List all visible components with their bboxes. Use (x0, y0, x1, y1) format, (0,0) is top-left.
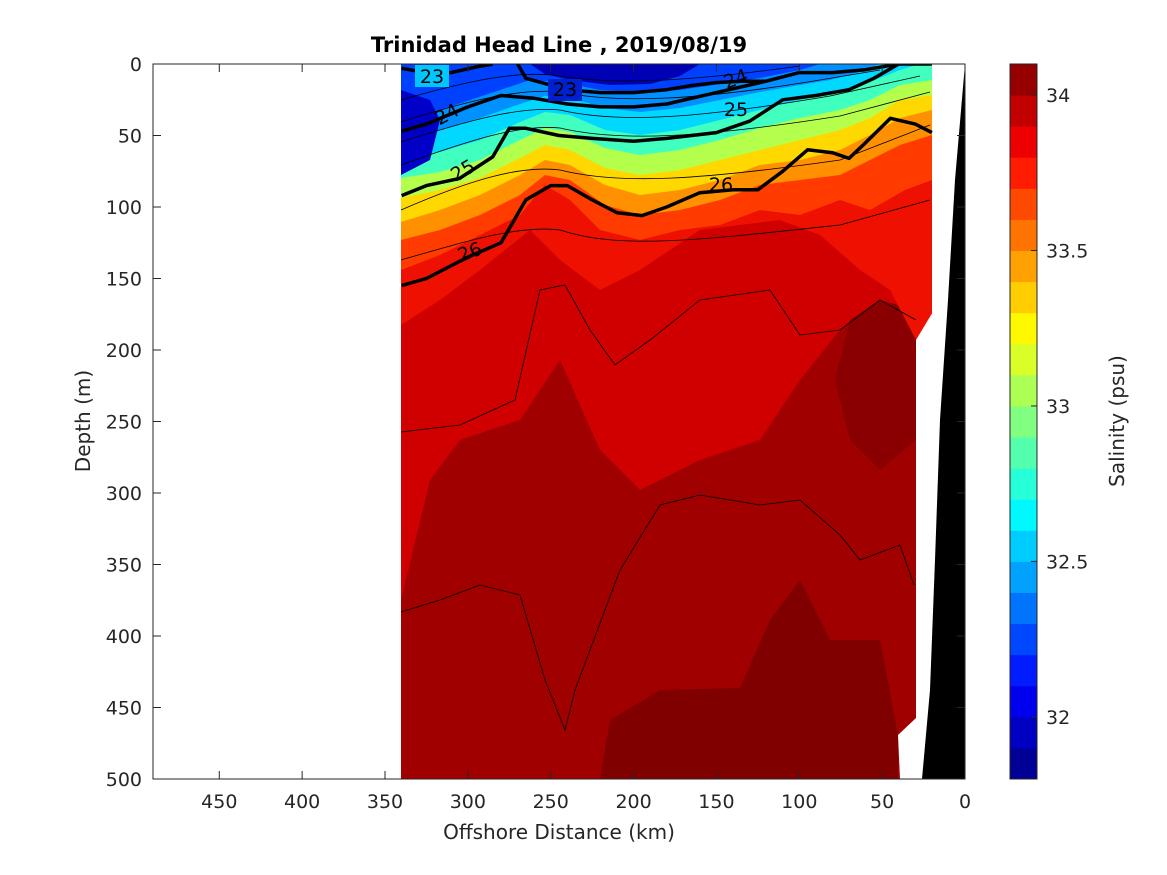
y-axis-label: Depth (m) (71, 370, 95, 472)
colorbar-swatch (1010, 623, 1037, 656)
colorbar-swatch (1010, 95, 1037, 127)
x-tick-label: 50 (870, 791, 894, 813)
y-tick-label: 500 (106, 769, 142, 791)
colorbar-swatch (1010, 530, 1037, 562)
x-tick-label: 250 (533, 791, 569, 813)
contour-label-25-east: 25 (724, 99, 748, 121)
salinity-band-34.0-deep (600, 580, 898, 779)
bathymetry-slope (922, 64, 965, 779)
colorbar-swatch (1010, 281, 1037, 314)
colorbar-swatch (1010, 374, 1037, 407)
x-tick-label: 300 (450, 791, 486, 813)
density-contours (400, 64, 933, 288)
colorbar-swatch (1010, 747, 1037, 780)
colorbar-tick-label: 34 (1046, 85, 1070, 107)
colorbar-swatch (1010, 468, 1037, 500)
colorbar-swatch (1010, 654, 1037, 687)
x-tick-label: 100 (781, 791, 817, 813)
x-tick-label: 450 (201, 791, 237, 813)
y-axis: 0 50 100 150 200 250 300 350 400 450 500 (106, 54, 965, 791)
salinity-band-34.0-shelf (835, 300, 916, 470)
x-tick-label: 0 (959, 791, 971, 813)
colorbar-swatch (1010, 685, 1037, 718)
colorbar-ticks: 32 32.5 33 33.5 34 (1031, 85, 1088, 729)
colorbar-swatch (1010, 405, 1037, 438)
contour-label-26-east: 26 (709, 174, 733, 196)
y-tick-label: 200 (106, 340, 142, 362)
colorbar-swatch (1010, 437, 1037, 469)
shelf-blank-gap (898, 64, 965, 779)
colorbar (1010, 64, 1037, 780)
x-tick-label: 350 (367, 791, 403, 813)
contour-label-bg (548, 79, 582, 101)
colorbar-swatch (1010, 561, 1037, 593)
colorbar-swatch (1010, 592, 1037, 625)
x-axis: 450 400 350 300 250 200 150 100 50 0 (201, 64, 971, 813)
colorbar-swatch (1010, 312, 1037, 345)
colorbar-swatch (1010, 716, 1037, 749)
colorbar-frame (1009, 63, 1038, 780)
colorbar-label: Salinity (psu) (1105, 355, 1129, 487)
colorbar-swatch (1010, 188, 1037, 220)
colorbar-tick-label: 32 (1046, 707, 1070, 729)
y-tick-label: 450 (106, 698, 142, 720)
y-tick-label: 400 (106, 626, 142, 648)
density-contour-26-4 (401, 116, 933, 288)
x-tick-label: 400 (284, 791, 320, 813)
colorbar-swatch (1010, 250, 1037, 283)
salinity-band-32.2 (401, 64, 820, 115)
contour-label-23-east: 23 (553, 79, 577, 101)
x-tick-label: 200 (615, 791, 651, 813)
colorbar-swatch (1010, 219, 1037, 252)
colorbar-tick-label: 33.5 (1046, 241, 1088, 263)
colorbar-swatch (1010, 343, 1037, 376)
x-axis-label: Offshore Distance (km) (443, 820, 675, 844)
x-tick-label: 150 (698, 791, 734, 813)
chart-title: Trinidad Head Line , 2019/08/19 (371, 33, 747, 57)
contour-label-bg (415, 65, 449, 87)
salinity-band-32.0-west (401, 90, 440, 175)
colorbar-tick-label: 32.5 (1046, 551, 1088, 573)
contour-label-23-west: 23 (420, 66, 444, 88)
section-field (400, 64, 965, 779)
y-tick-label: 100 (106, 197, 142, 219)
colorbar-swatch (1010, 157, 1037, 189)
y-tick-label: 50 (118, 126, 142, 148)
salinity-isolines (400, 65, 931, 732)
density-contour-25-3 (400, 64, 932, 198)
y-tick-label: 350 (106, 555, 142, 577)
y-tick-label: 300 (106, 483, 142, 505)
density-contour-24-2 (401, 64, 899, 133)
colorbar-tick-label: 33 (1046, 396, 1070, 418)
colorbar-swatch (1010, 64, 1037, 96)
y-tick-label: 150 (106, 269, 142, 291)
y-tick-label: 0 (130, 54, 142, 76)
colorbar-swatch (1010, 499, 1037, 531)
density-contour-23-1 (516, 64, 767, 95)
colorbar-swatch (1010, 126, 1037, 158)
y-tick-label: 250 (106, 412, 142, 434)
